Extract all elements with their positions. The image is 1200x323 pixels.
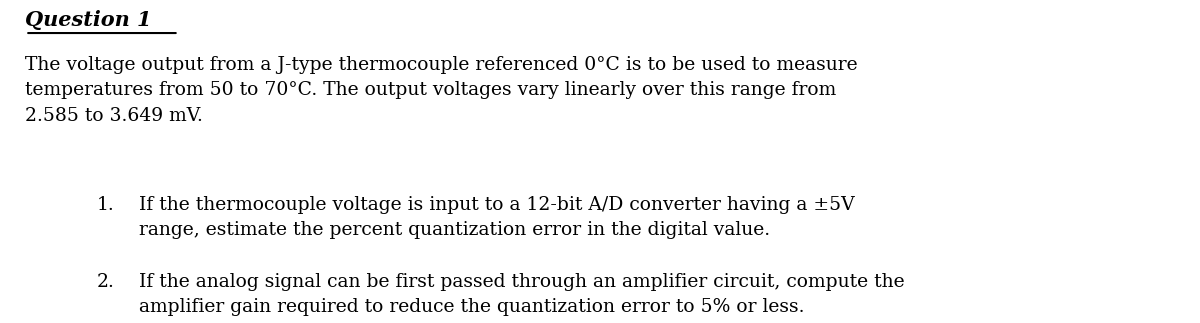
Text: If the thermocouple voltage is input to a 12-bit A/D converter having a ±5V
rang: If the thermocouple voltage is input to … [139, 196, 854, 239]
Text: Question 1: Question 1 [25, 10, 152, 30]
Text: 1.: 1. [97, 196, 115, 214]
Text: The voltage output from a J-type thermocouple referenced 0°C is to be used to me: The voltage output from a J-type thermoc… [25, 56, 858, 125]
Text: 2.: 2. [97, 273, 115, 291]
Text: If the analog signal can be first passed through an amplifier circuit, compute t: If the analog signal can be first passed… [139, 273, 905, 316]
